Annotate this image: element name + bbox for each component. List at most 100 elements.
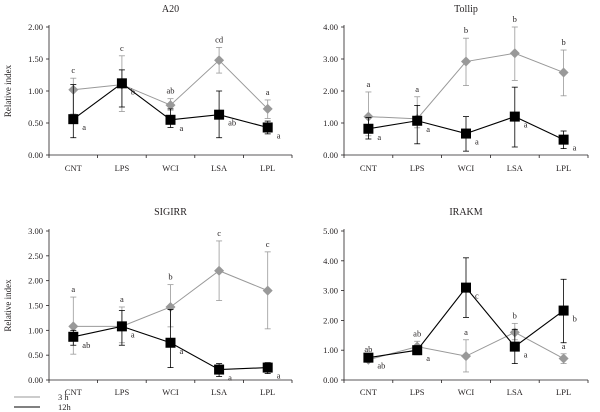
a20-y-tick-label: 1.50 <box>28 54 43 64</box>
irakm-12h-point <box>509 341 520 352</box>
a20-3h-significance-label: ab <box>166 86 174 96</box>
irakm-3h-significance-label: b <box>513 310 517 320</box>
a20-x-tick-label: WCI <box>162 163 179 173</box>
tollip-12h-point <box>461 128 471 139</box>
sigirr-y-axis-label: Relative index <box>3 279 13 332</box>
tollip-y-tick-label: 2.00 <box>323 86 338 96</box>
a20-y-axis-label: Relative index <box>3 64 13 117</box>
irakm-title: IRAKM <box>449 207 482 218</box>
a20-3h-point <box>214 55 225 66</box>
sigirr-3h-point <box>262 285 273 296</box>
irakm-3h-point <box>461 351 471 362</box>
sigirr-3h-point <box>214 265 225 276</box>
irakm-12h-significance-label: a <box>524 350 528 360</box>
sigirr-12h-point <box>214 364 225 375</box>
sigirr-3h-significance-label: a <box>71 284 75 294</box>
tollip-12h-significance-label: a <box>475 137 479 147</box>
tollip-12h-point <box>558 134 569 145</box>
irakm-y-tick-label: 5.00 <box>323 226 338 236</box>
chart-sigirr: SIGIRR 0.00 0.50 1.00 1.50 2.00 2.50 3.00 Relati… <box>3 207 293 397</box>
irakm-12h-significance-label: c <box>475 291 479 301</box>
irakm-12h-significance-label: b <box>573 314 577 324</box>
irakm-12h-point <box>363 352 374 363</box>
tollip-12h-significance-label: a <box>426 124 430 134</box>
irakm-x-tick-label: CNT <box>360 387 378 397</box>
a20-12h-point <box>165 114 176 125</box>
sigirr-y-tick-label: 2.00 <box>28 276 43 286</box>
irakm-12h-point <box>461 282 471 293</box>
sigirr-3h-point <box>68 321 79 332</box>
tollip-12h-point <box>412 115 423 126</box>
tollip-3h-significance-label: a <box>415 84 419 94</box>
sigirr-x-tick-label: WCI <box>162 387 179 397</box>
tollip-y-tick-label: 3.00 <box>323 54 338 64</box>
tollip-3h-significance-label: b <box>464 25 468 35</box>
a20-12h-point <box>116 78 127 89</box>
irakm-y-tick-label: 3.00 <box>323 286 338 296</box>
a20-12h-significance-label: ab <box>228 118 236 128</box>
irakm-y-tick-label: 0.00 <box>323 375 338 385</box>
sigirr-x-tick-label: LPL <box>260 387 275 397</box>
a20-x-tick-label: LSA <box>211 163 228 173</box>
tollip-3h-significance-label: b <box>561 37 565 47</box>
irakm-y-tick-label: 4.00 <box>323 256 338 266</box>
tollip-x-tick-label: WCI <box>458 163 475 173</box>
irakm-3h-significance-label: a <box>562 341 566 351</box>
irakm-12h-point <box>558 305 569 316</box>
sigirr-12h-significance-label: ab <box>82 340 90 350</box>
irakm-x-tick-label: LSA <box>507 387 524 397</box>
irakm-y-tick-label: 2.00 <box>323 315 338 325</box>
a20-12h-significance-label: a <box>277 130 281 140</box>
a20-12h-point <box>262 122 273 133</box>
tollip-title: Tollip <box>454 4 478 15</box>
legend-label-3h: 3 h <box>58 392 69 402</box>
a20-12h-significance-label: a <box>82 122 86 132</box>
a20-3h-significance-label: c <box>120 43 124 53</box>
tollip-x-tick-label: LSA <box>507 163 524 173</box>
a20-3h-point <box>165 100 176 111</box>
sigirr-3h-significance-label: c <box>266 239 270 249</box>
a20-12h-point <box>68 114 79 125</box>
sigirr-12h-significance-label: a <box>228 373 232 383</box>
a20-y-tick-label: 0.00 <box>28 150 43 160</box>
sigirr-y-tick-label: 0.50 <box>28 350 43 360</box>
a20-3h-significance-label: a <box>266 87 270 97</box>
tollip-3h-point <box>509 48 520 59</box>
a20-y-tick-label: 0.50 <box>28 118 43 128</box>
sigirr-y-tick-label: 0.00 <box>28 375 43 385</box>
sigirr-3h-significance-label: c <box>217 228 221 238</box>
tollip-3h-point <box>363 111 374 122</box>
a20-y-tick-label: 2.00 <box>28 22 43 32</box>
sigirr-x-tick-label: CNT <box>65 387 83 397</box>
tollip-12h-point <box>363 123 374 134</box>
irakm-x-tick-label: LPS <box>410 387 425 397</box>
irakm-x-tick-label: LPL <box>556 387 571 397</box>
sigirr-12h-point <box>116 321 127 332</box>
tollip-y-tick-label: 0.00 <box>323 150 338 160</box>
tollip-12h-significance-label: a <box>573 143 577 153</box>
tollip-x-tick-label: LPS <box>410 163 425 173</box>
tollip-y-tick-label: 1.00 <box>323 118 338 128</box>
irakm-12h-point <box>412 345 423 356</box>
tollip-3h-point <box>558 67 569 78</box>
irakm-3h-significance-label: ab <box>364 344 372 354</box>
a20-3h-point <box>262 103 273 114</box>
irakm-12h-significance-label: ab <box>377 361 385 371</box>
tollip-3h-significance-label: a <box>367 79 371 89</box>
chart-a20: A20 0.00 0.50 1.00 1.50 2.00 Relative index CNT… <box>3 4 293 173</box>
sigirr-y-tick-label: 2.50 <box>28 251 43 261</box>
a20-3h-significance-label: c <box>71 65 75 75</box>
irakm-y-tick-label: 1.00 <box>323 345 338 355</box>
chart-tollip: Tollip 0.00 1.00 2.00 3.00 4.00 CNT LPS WCI LSA LP… <box>323 4 589 173</box>
sigirr-y-tick-label: 1.00 <box>28 325 43 335</box>
sigirr-12h-significance-label: a <box>131 329 135 339</box>
sigirr-x-tick-label: LPS <box>115 387 130 397</box>
a20-12h-significance-label: a <box>180 123 184 133</box>
chart-irakm: IRAKM 0.00 1.00 2.00 3.00 4.00 5.00 CNT LPS WCI LS… <box>323 207 589 397</box>
tollip-x-tick-label: LPL <box>556 163 571 173</box>
a20-x-tick-label: LPL <box>260 163 275 173</box>
sigirr-12h-significance-label: a <box>277 371 281 381</box>
tollip-12h-point <box>509 111 520 122</box>
tollip-x-tick-label: CNT <box>360 163 378 173</box>
tollip-12h-significance-label: a <box>524 120 528 130</box>
